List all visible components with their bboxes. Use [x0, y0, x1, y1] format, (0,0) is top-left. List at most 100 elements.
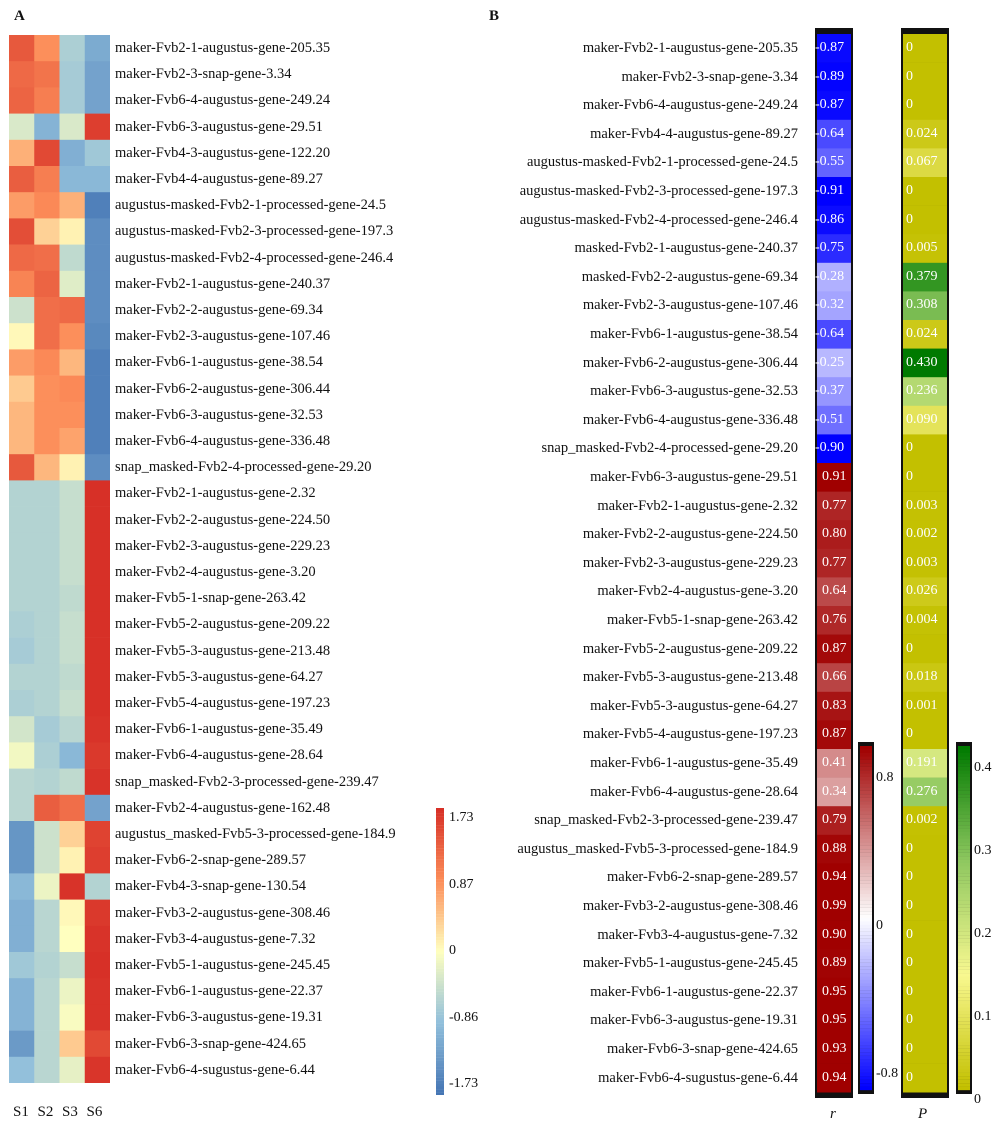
- heatmap-cell: [34, 297, 60, 324]
- heatmap-cell: [59, 166, 86, 193]
- colorbar-segment: [860, 914, 872, 919]
- p-value: 0: [906, 440, 913, 456]
- colorbar-segment: [958, 880, 970, 884]
- colorbar-segment: [958, 1052, 970, 1056]
- colorbar-segment: [860, 811, 872, 815]
- heatmap-cell: [59, 297, 86, 324]
- row-label: maker-Fvb6-3-snap-gene-424.65: [607, 1041, 798, 1057]
- p-cell: [903, 320, 947, 349]
- heatmap-cell: [9, 690, 35, 717]
- colorbar-segment: [436, 1017, 444, 1021]
- heatmap-row-label: maker-Fvb6-1-augustus-gene-22.37: [115, 983, 323, 1000]
- colorbar-segment: [436, 991, 444, 995]
- r-cell: [817, 834, 851, 864]
- r-value: -0.64: [815, 125, 845, 141]
- colorbar-segment: [436, 948, 444, 952]
- heatmap-cell: [59, 87, 86, 114]
- colorbar-segment: [436, 977, 444, 981]
- row-label: augustus_masked-Fvb5-3-processed-gene-18…: [517, 840, 798, 857]
- p-value: 0.026: [906, 583, 938, 599]
- colorbar-segment: [436, 808, 444, 811]
- r-value: 0.91: [822, 469, 847, 484]
- p-cell: [903, 520, 947, 550]
- p-value: 0.018: [906, 669, 938, 685]
- heatmap-cell: [59, 925, 86, 953]
- colorbar-segment: [860, 1052, 872, 1056]
- heatmap-cell: [59, 1056, 86, 1083]
- r-value: -0.75: [815, 240, 845, 256]
- colorbar-segment: [436, 911, 444, 915]
- row-label: maker-Fvb5-3-augustus-gene-213.48: [582, 669, 798, 686]
- heatmap-row-label: maker-Fvb5-3-augustus-gene-213.48: [115, 642, 331, 659]
- colorbar-segment: [436, 940, 444, 944]
- colorbar-segment: [860, 1041, 872, 1046]
- colorbar-segment: [958, 1079, 970, 1084]
- row-label: maker-Fvb5-4-augustus-gene-197.23: [582, 726, 798, 743]
- colorbar-tick-label: -0.86: [449, 1009, 479, 1025]
- colorbar-segment: [958, 928, 970, 932]
- colorbar-segment: [436, 876, 444, 880]
- colorbar-segment: [958, 1021, 970, 1025]
- colorbar-segment: [958, 893, 970, 898]
- p-value: 0: [906, 869, 913, 885]
- colorbar-segment: [860, 935, 872, 939]
- colorbar-segment: [860, 1059, 872, 1063]
- row-label: maker-Fvb6-3-augustus-gene-32.53: [590, 383, 798, 400]
- colorbar-segment: [860, 883, 872, 888]
- colorbar-segment: [958, 862, 970, 867]
- heatmap-cell: [59, 978, 86, 1005]
- r-cell: [817, 749, 851, 778]
- colorbar-segment: [958, 924, 970, 929]
- colorbar-segment: [958, 770, 970, 774]
- colorbar-segment: [958, 849, 970, 853]
- heatmap-cell: [9, 139, 35, 167]
- colorbar-segment: [436, 1072, 444, 1076]
- r-value: -0.32: [815, 297, 845, 313]
- colorbar-segment: [860, 1062, 872, 1067]
- colorbar-segment: [860, 1010, 872, 1015]
- p-cell: [903, 577, 947, 607]
- heatmap-cell: [84, 611, 110, 638]
- r-cell: [817, 434, 851, 464]
- heatmap-cell: [9, 166, 35, 193]
- colorbar-segment: [436, 1074, 444, 1078]
- heatmap-cell: [9, 1030, 35, 1058]
- p-value: 0.191: [906, 755, 938, 770]
- heatmap-cell: [84, 559, 110, 586]
- heatmap-cell: [9, 61, 35, 88]
- p-cell: [903, 177, 947, 206]
- colorbar-segment: [958, 938, 970, 943]
- heatmap-cell: [34, 401, 60, 429]
- colorbar-segment: [860, 814, 872, 819]
- colorbar-segment: [860, 873, 872, 877]
- heatmap-row-label: snap_masked-Fvb2-3-processed-gene-239.47: [115, 773, 379, 790]
- row-label: maker-Fvb6-4-sugustus-gene-6.44: [598, 1069, 798, 1086]
- row-label: maker-Fvb2-3-snap-gene-3.34: [621, 68, 798, 85]
- r-cell: [817, 205, 851, 235]
- colorbar-segment: [958, 873, 970, 877]
- colorbar-segment: [436, 1092, 444, 1095]
- colorbar-segment: [958, 869, 970, 874]
- colorbar-segment: [958, 1059, 970, 1063]
- r-cell: [817, 91, 851, 121]
- colorbar-segment: [436, 856, 444, 860]
- heatmap-cell: [9, 401, 35, 429]
- p-cell: [903, 777, 947, 807]
- colorbar-segment: [436, 891, 444, 895]
- heatmap-cell: [59, 821, 86, 848]
- heatmap-row-label: maker-Fvb4-3-snap-gene-130.54: [115, 878, 306, 895]
- r-value: -0.87: [815, 97, 845, 113]
- colorbar-segment: [436, 954, 444, 958]
- p-value: 0: [906, 183, 913, 198]
- heatmap-row-label: maker-Fvb5-4-augustus-gene-197.23: [115, 695, 331, 711]
- heatmap-row-label: maker-Fvb2-3-augustus-gene-107.46: [115, 328, 331, 345]
- panel-b-label: B: [489, 8, 500, 24]
- row-label: augustus-masked-Fvb2-1-processed-gene-24…: [527, 154, 798, 171]
- colorbar-segment: [958, 1072, 970, 1077]
- colorbar-segment: [958, 807, 970, 812]
- colorbar-segment: [860, 770, 872, 774]
- row-label: maker-Fvb6-4-augustus-gene-28.64: [590, 783, 798, 800]
- heatmap-cell: [9, 585, 35, 612]
- colorbar-segment: [860, 759, 872, 764]
- colorbar-segment: [958, 890, 970, 895]
